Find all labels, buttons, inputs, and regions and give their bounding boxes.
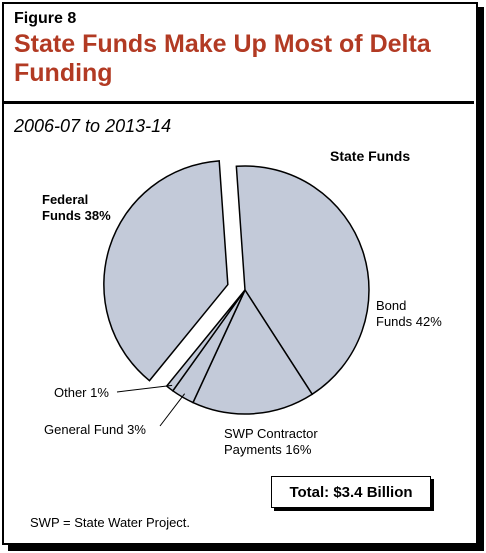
label-swp-contractor: SWP Contractor Payments 16% [224, 426, 318, 457]
label-federal-funds: Federal Funds 38% [42, 192, 111, 223]
figure-frame [2, 2, 478, 545]
leader-line-other [116, 384, 173, 393]
title-divider [2, 101, 474, 104]
total-badge: Total: $3.4 Billion [271, 476, 431, 508]
pie-slice-bond-funds [235, 165, 370, 396]
pie-slice-federal-funds [103, 160, 229, 382]
label-general-fund: General Fund 3% [44, 422, 146, 437]
label-bond-funds: Bond Funds 42% [376, 298, 442, 329]
leader-line-general-fund [159, 393, 186, 427]
state-funds-label: State Funds [330, 148, 411, 164]
figure-label: Figure 8 [14, 10, 77, 27]
footnote: SWP = State Water Project. [30, 515, 191, 530]
label-other: Other 1% [54, 385, 109, 400]
pie-slice-swp-contractor-payments [191, 288, 314, 415]
figure-title: State Funds Make Up Most of Delta Fundin… [14, 30, 431, 87]
figure-subtitle: 2006-07 to 2013-14 [14, 116, 172, 136]
